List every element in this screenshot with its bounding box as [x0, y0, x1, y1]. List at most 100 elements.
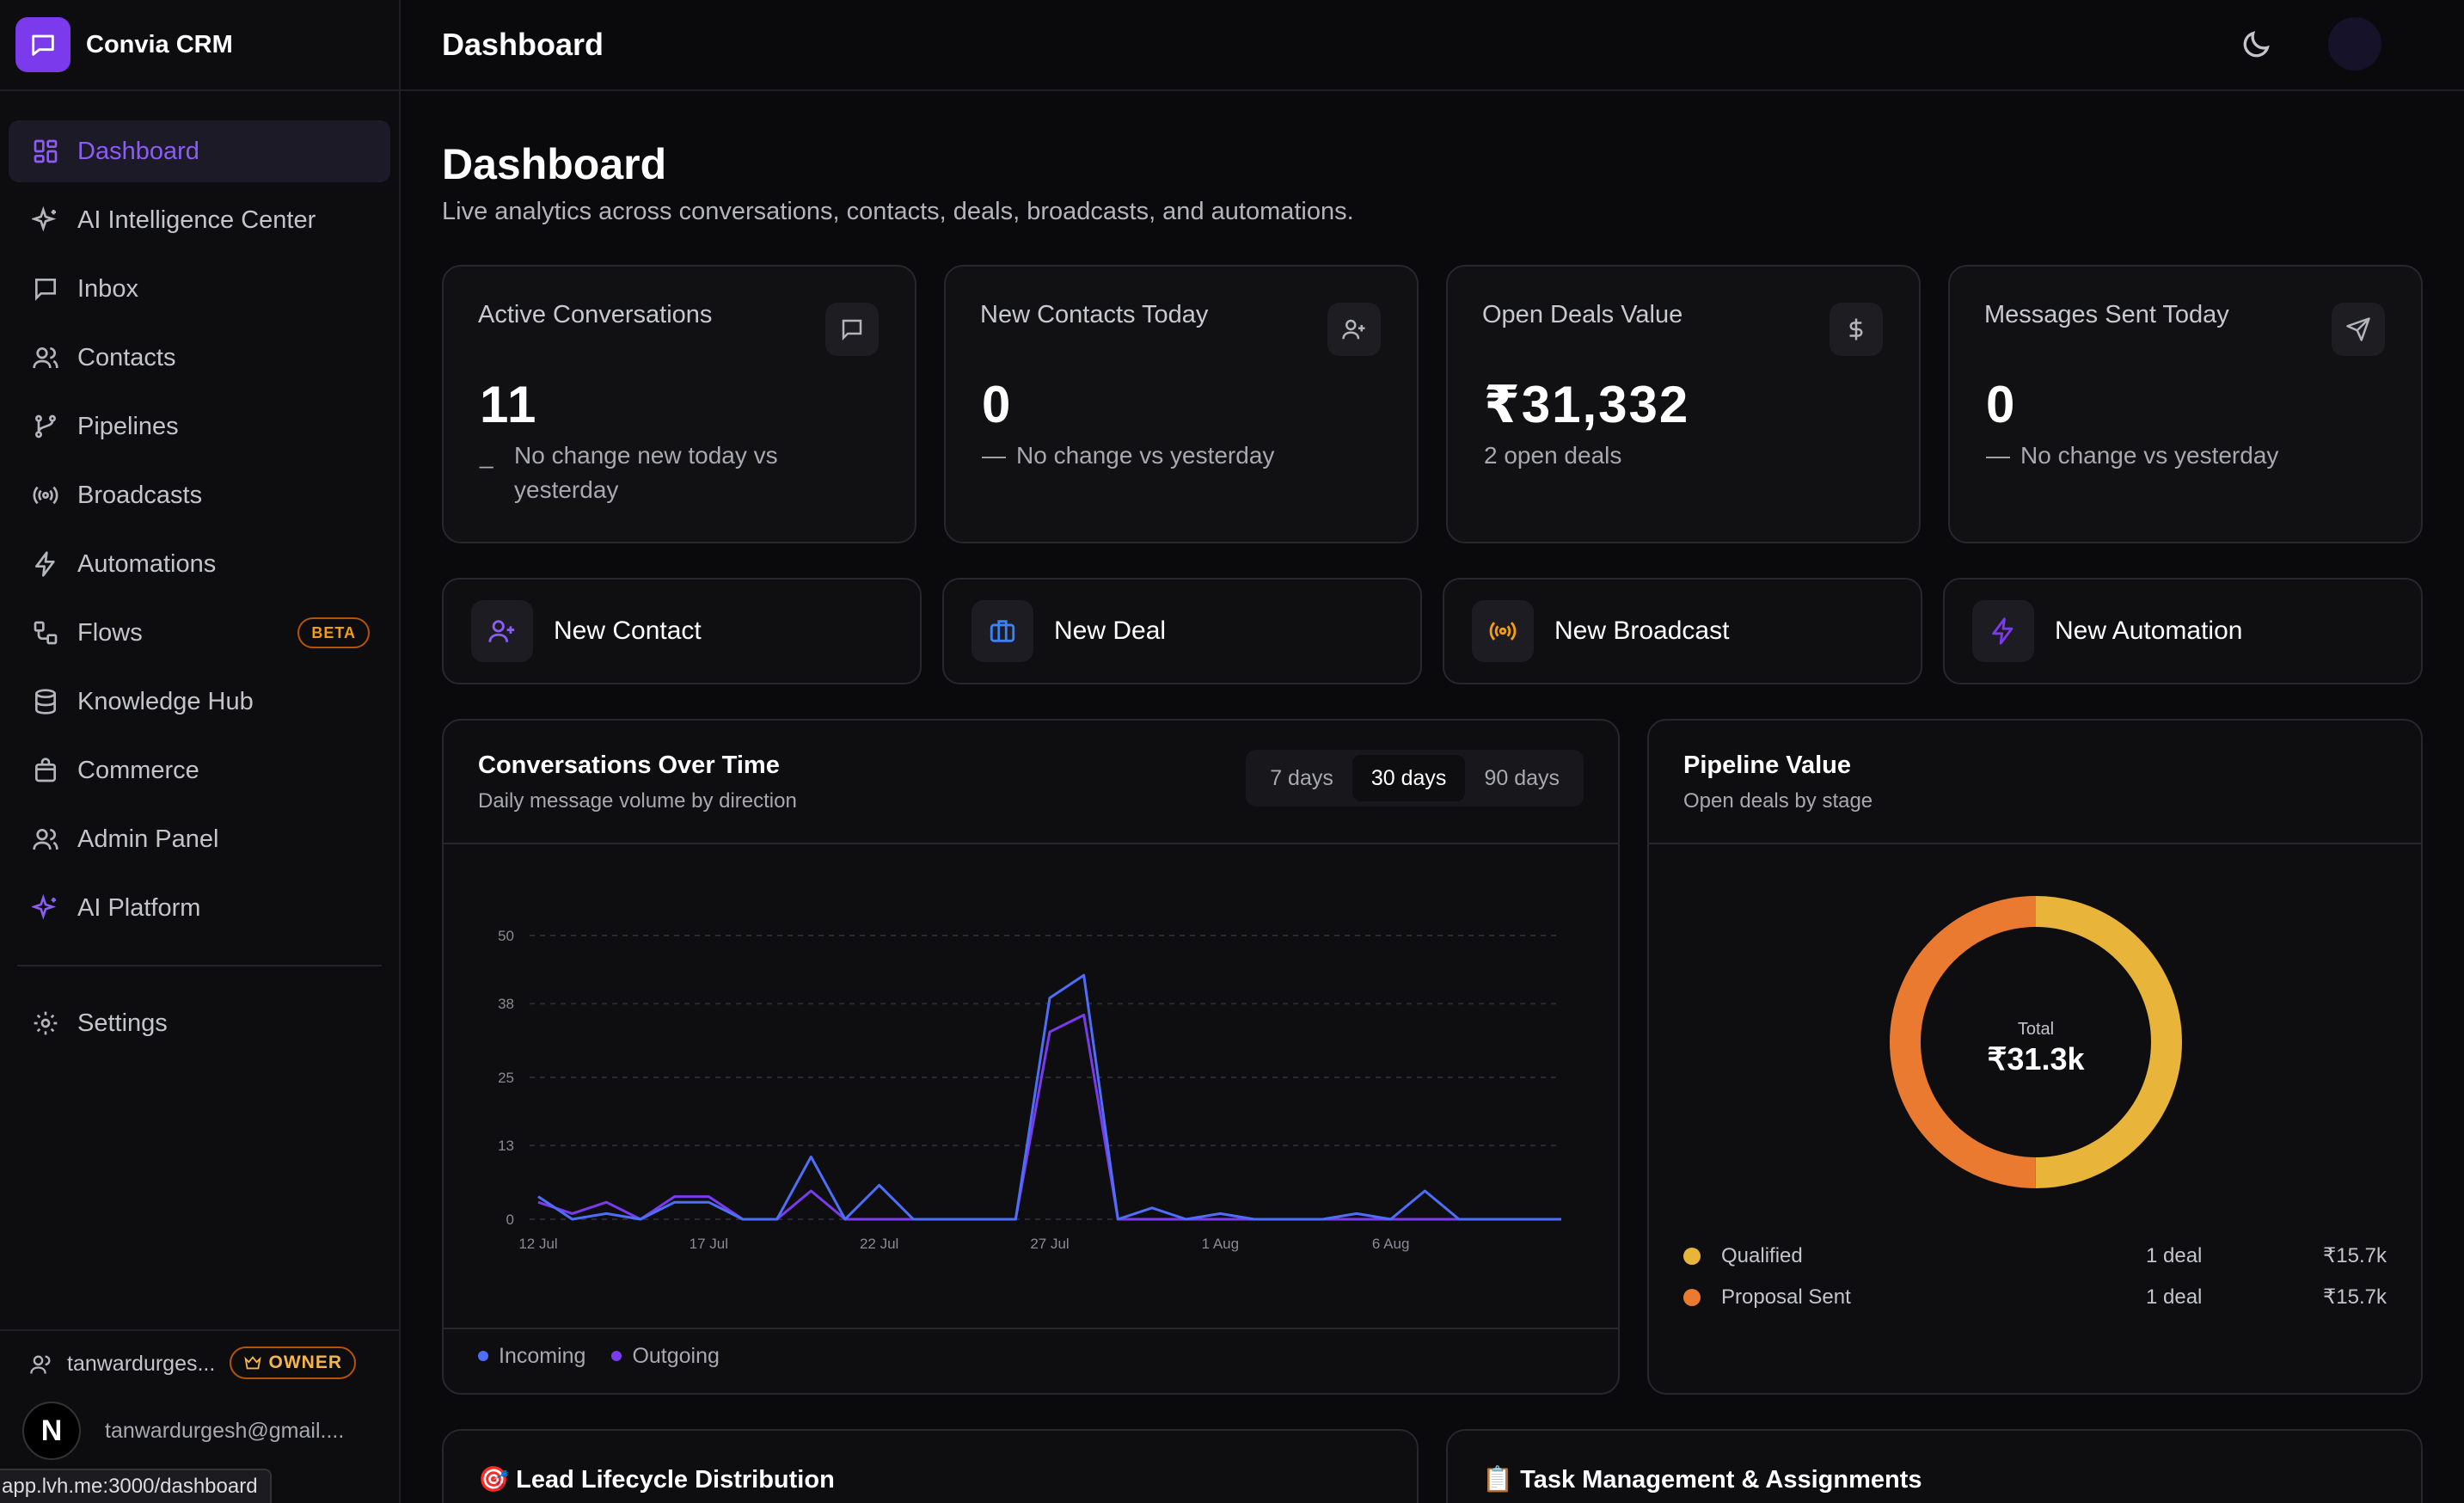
tab-90-days[interactable]: 90 days: [1484, 765, 1560, 790]
brand[interactable]: Convia CRM: [0, 0, 399, 91]
series-line-outgoing[interactable]: [537, 1013, 1561, 1221]
stat-dash: —: [982, 442, 1006, 469]
conversations-line-chart: 0 13 25 38 50 12 Jul 17 Jul 22 Jul 27 Jul 1 Aug 6 …: [498, 928, 1561, 1252]
sidebar-item-automations[interactable]: Automations: [9, 533, 390, 595]
legend-dot: [1683, 1288, 1701, 1306]
action-label: New Automation: [2055, 617, 2243, 645]
x-tick-label: 12 Jul: [518, 1236, 557, 1252]
panel-divider: [444, 843, 1618, 844]
sidebar-item-pipelines[interactable]: Pipelines: [9, 396, 390, 457]
message-icon: [825, 303, 879, 356]
new-deal-button[interactable]: New Deal: [942, 578, 1422, 684]
legend-label: Outgoing: [632, 1344, 720, 1368]
topbar-title: Dashboard: [442, 27, 604, 62]
workflow-icon: [31, 618, 60, 647]
user-email: tanwardurgesh@gmail....: [105, 1418, 345, 1443]
radio-icon: [31, 481, 60, 510]
stat-card-new-contacts: New Contacts Today 0 — No change vs yeste…: [944, 265, 1419, 543]
lead-lifecycle-panel: 🎯 Lead Lifecycle Distribution: [442, 1429, 1419, 1503]
pipeline-legend-row: Proposal Sent 1 deal ₹15.7k: [1683, 1285, 2387, 1310]
sidebar-item-label: Automations: [77, 549, 217, 578]
stat-sub: 2 open deals: [1484, 439, 1621, 473]
beta-badge: BETA: [297, 617, 370, 648]
zap-icon: [31, 549, 60, 579]
y-tick-label: 13: [498, 1138, 514, 1154]
stage-name: Qualified: [1721, 1243, 1803, 1267]
send-icon: [2332, 303, 2385, 356]
stat-value: 11: [480, 376, 538, 433]
sidebar-item-label: Commerce: [77, 756, 199, 784]
stat-sub-text: 2 open deals: [1484, 442, 1622, 469]
dashboard-icon: [31, 137, 60, 166]
stat-value: 0: [982, 376, 1013, 433]
panel-divider: [444, 1328, 1618, 1329]
crown-icon: [243, 1356, 261, 1370]
sidebar-nav: Dashboard AI Intelligence Center Inbox C…: [0, 91, 399, 1054]
pipeline-value-panel: Pipeline Value Open deals by stage Total…: [1647, 719, 2423, 1395]
stat-value: 0: [1986, 376, 2017, 433]
users-icon: [30, 1355, 51, 1374]
sidebar-item-commerce[interactable]: Commerce: [9, 739, 390, 801]
y-tick-label: 25: [498, 1070, 514, 1086]
donut-slice-proposal-sent[interactable]: [1890, 896, 2182, 1188]
y-tick-label: 38: [498, 996, 514, 1012]
panel-title: 🎯 Lead Lifecycle Distribution: [478, 1466, 835, 1494]
sidebar-item-dashboard[interactable]: Dashboard: [9, 120, 390, 182]
panel-subtitle: Open deals by stage: [1683, 789, 1873, 813]
new-broadcast-button[interactable]: New Broadcast: [1443, 578, 1922, 684]
stat-value: ₹31,332: [1484, 376, 1690, 433]
sidebar-item-ai-intelligence-center[interactable]: AI Intelligence Center: [9, 189, 390, 251]
sidebar-item-label: Settings: [77, 1009, 168, 1037]
sidebar-item-ai-platform[interactable]: AI Platform: [9, 877, 390, 939]
sidebar-item-label: Pipelines: [77, 412, 179, 440]
gear-icon: [31, 1009, 60, 1038]
stat-sub: — No change vs yesterday: [1986, 439, 2278, 473]
stat-label: Open Deals Value: [1482, 301, 1683, 328]
stat-dash: —: [1986, 442, 2010, 469]
sidebar-item-admin-panel[interactable]: Admin Panel: [9, 808, 390, 870]
git-branch-icon: [31, 412, 60, 441]
sidebar-item-settings[interactable]: Settings: [9, 992, 390, 1054]
sidebar-item-label: AI Intelligence Center: [77, 206, 316, 234]
sidebar-item-label: Admin Panel: [77, 825, 219, 853]
pipeline-donut-chart: Total ₹31.3k: [1890, 896, 2182, 1188]
user-row[interactable]: tanwardurges... OWNER: [29, 1347, 373, 1379]
new-automation-button[interactable]: New Automation: [1943, 578, 2423, 684]
series-line-incoming[interactable]: [537, 973, 1561, 1221]
sidebar-item-label: Dashboard: [77, 137, 199, 165]
brand-logo-icon: [15, 17, 70, 72]
new-contact-button[interactable]: New Contact: [442, 578, 922, 684]
sidebar-item-flows[interactable]: Flows BETA: [9, 602, 390, 664]
avatar[interactable]: [2328, 17, 2381, 71]
sidebar-item-knowledge-hub[interactable]: Knowledge Hub: [9, 671, 390, 733]
sidebar-item-broadcasts[interactable]: Broadcasts: [9, 464, 390, 526]
users-icon: [31, 343, 60, 372]
y-tick-label: 0: [506, 1212, 514, 1228]
stage-count: 1 deal: [2146, 1243, 2203, 1267]
sidebar-item-contacts[interactable]: Contacts: [9, 327, 390, 389]
range-tabs: 7 days 30 days 90 days: [1246, 750, 1584, 807]
moon-icon[interactable]: [2239, 28, 2273, 62]
account-row[interactable]: N tanwardurgesh@gmail....: [22, 1402, 344, 1460]
legend-dot: [478, 1351, 488, 1361]
page-subtitle: Live analytics across conversations, con…: [442, 198, 1354, 225]
panel-title: 📋 Task Management & Assignments: [1482, 1466, 1922, 1494]
stat-label: Active Conversations: [478, 301, 713, 328]
panel-subtitle: Daily message volume by direction: [478, 789, 797, 813]
legend-dot: [611, 1351, 622, 1361]
stat-sub-text: No change vs yesterday: [2020, 442, 2279, 469]
tab-30-days[interactable]: 30 days: [1352, 755, 1466, 801]
stat-card-active-conversations: Active Conversations 11 _ No change new t…: [442, 265, 916, 543]
brand-name: Convia CRM: [86, 30, 233, 58]
tab-7-days[interactable]: 7 days: [1270, 765, 1333, 790]
message-icon: [31, 274, 60, 304]
sidebar-item-label: Contacts: [77, 343, 176, 371]
stat-sub: — No change vs yesterday: [982, 439, 1274, 473]
stage-count: 1 deal: [2146, 1285, 2203, 1309]
x-tick-label: 27 Jul: [1030, 1236, 1069, 1252]
legend-item-outgoing[interactable]: Outgoing: [611, 1344, 720, 1369]
sparkles-icon: [31, 206, 60, 235]
sidebar-item-inbox[interactable]: Inbox: [9, 258, 390, 320]
legend-item-incoming[interactable]: Incoming: [478, 1344, 585, 1369]
user-plus-icon: [1327, 303, 1381, 356]
